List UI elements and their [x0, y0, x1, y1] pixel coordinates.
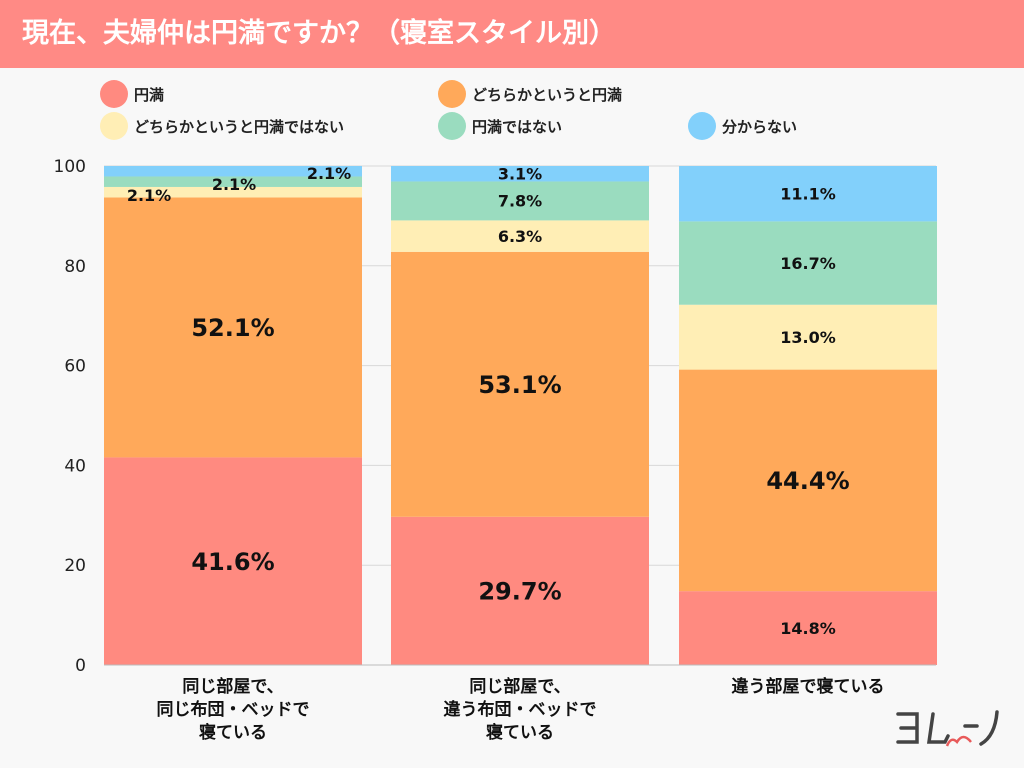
data-label: 16.7% [780, 254, 836, 273]
bar-segment [679, 166, 937, 222]
data-label: 13.0% [780, 328, 836, 347]
bar-segment [391, 516, 649, 665]
bar-segment [391, 220, 649, 252]
bar-segment [679, 221, 937, 305]
bar-segment [391, 181, 649, 221]
legend-item: 円満ではない [438, 112, 562, 140]
data-label: 44.4% [766, 467, 849, 495]
bar-segment [104, 457, 362, 665]
data-label: 2.1% [127, 186, 171, 205]
bar-segment [104, 166, 362, 177]
y-tick-label: 40 [64, 456, 86, 476]
legend-swatch [100, 80, 128, 108]
data-label: 11.1% [780, 184, 836, 203]
bar-segment [391, 251, 649, 517]
data-label: 29.7% [478, 578, 561, 606]
bar-segment [391, 166, 649, 182]
legend-item: どちらかというと円満ではない [100, 112, 344, 140]
bar-segment [104, 176, 362, 187]
x-tick-label: 同じ部屋で、 違う布団・ベッドで 寝ている [443, 677, 597, 743]
legend-swatch [438, 112, 466, 140]
bar-segment [679, 369, 937, 592]
legend-label: 円満ではない [472, 117, 563, 136]
data-label: 2.1% [307, 164, 351, 183]
legend-swatch [438, 80, 466, 108]
data-label: 52.1% [191, 314, 274, 342]
data-label: 41.6% [191, 548, 274, 576]
y-tick-label: 100 [54, 157, 86, 177]
data-label: 2.1% [212, 175, 256, 194]
y-tick-label: 80 [64, 257, 86, 277]
data-label: 7.8% [498, 192, 542, 211]
legend-label: どちらかというと円満 [472, 85, 623, 104]
chart-title: 現在、夫婦仲は円満ですか？（寝室スタイル別） [0, 0, 1024, 68]
y-tick-label: 0 [75, 656, 86, 676]
legend-item: どちらかというと円満 [438, 80, 622, 108]
data-label: 53.1% [478, 371, 561, 399]
legend-item: 円満 [100, 80, 164, 108]
logo [895, 708, 1005, 754]
legend-item: 分からない [688, 112, 797, 140]
legend-label: 円満 [134, 85, 165, 104]
bar-segment [679, 304, 937, 370]
bar-segment [104, 197, 362, 458]
data-label: 3.1% [498, 164, 542, 183]
legend-swatch [688, 112, 716, 140]
x-tick-label: 違う部屋で寝ている [731, 677, 885, 697]
legend-swatch [100, 112, 128, 140]
y-tick-label: 20 [64, 556, 86, 576]
bar-segment [104, 186, 362, 198]
legend-label: どちらかというと円満ではない [134, 117, 345, 136]
data-label: 6.3% [498, 227, 542, 246]
legend-label: 分からない [722, 117, 798, 136]
y-tick-label: 60 [64, 357, 86, 377]
x-tick-label: 同じ部屋で、 同じ布団・ベッドで 寝ている [156, 677, 310, 743]
data-label: 14.8% [780, 619, 836, 638]
bar-segment [679, 591, 937, 665]
